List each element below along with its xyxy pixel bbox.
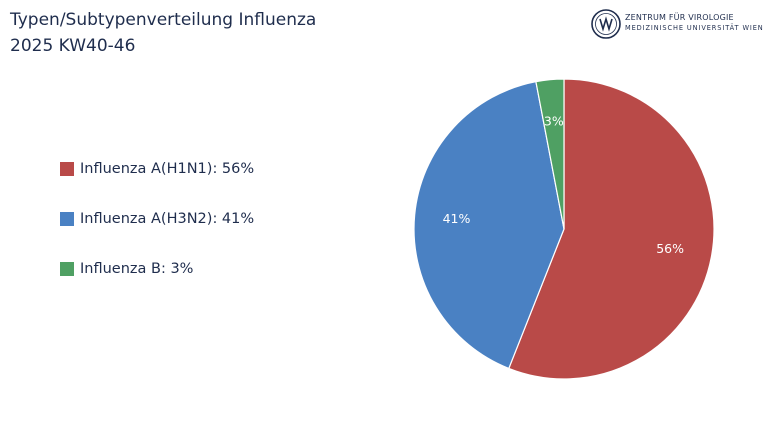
legend-item-h3n2: Influenza A(H3N2): 41% <box>60 208 254 230</box>
chart-title: Typen/Subtypenverteilung Influenza <box>10 10 317 30</box>
legend-label-influenza-b: Influenza B: 3% <box>80 261 194 277</box>
legend-swatch-h1n1 <box>60 162 74 176</box>
legend-swatch-h3n2 <box>60 212 74 226</box>
slice-label-h1n1: 56% <box>656 241 684 256</box>
pie-slice-h3n2 <box>413 80 565 370</box>
logo-seal-icon <box>591 9 621 39</box>
pie-slice-h1n1 <box>508 78 715 380</box>
legend-label-h3n2: Influenza A(H3N2): 41% <box>80 211 255 227</box>
chart-subtitle: 2025 KW40-46 <box>10 36 136 56</box>
logo-text: ZENTRUM FÜR VIROLOGIE MEDIZINISCHE UNIVE… <box>625 13 764 33</box>
chart-legend: Influenza A(H1N1): 56% Influenza A(H3N2)… <box>60 158 254 308</box>
logo-line-1: ZENTRUM FÜR VIROLOGIE <box>625 13 734 22</box>
chart-title-block: Typen/Subtypenverteilung Influenza 2025 … <box>10 7 316 59</box>
legend-swatch-influenza-b <box>60 262 74 276</box>
pie-slice-influenza-b <box>535 78 565 230</box>
legend-item-h1n1: Influenza A(H1N1): 56% <box>60 158 254 180</box>
slice-label-influenza-b: 3% <box>544 113 564 128</box>
slice-label-h3n2: 41% <box>443 211 471 226</box>
legend-label-h1n1: Influenza A(H1N1): 56% <box>80 161 255 177</box>
logo-line-2: MEDIZINISCHE UNIVERSITÄT WIEN <box>625 24 764 32</box>
legend-item-influenza-b: Influenza B: 3% <box>60 258 254 280</box>
institution-logo: ZENTRUM FÜR VIROLOGIE MEDIZINISCHE UNIVE… <box>591 9 763 41</box>
